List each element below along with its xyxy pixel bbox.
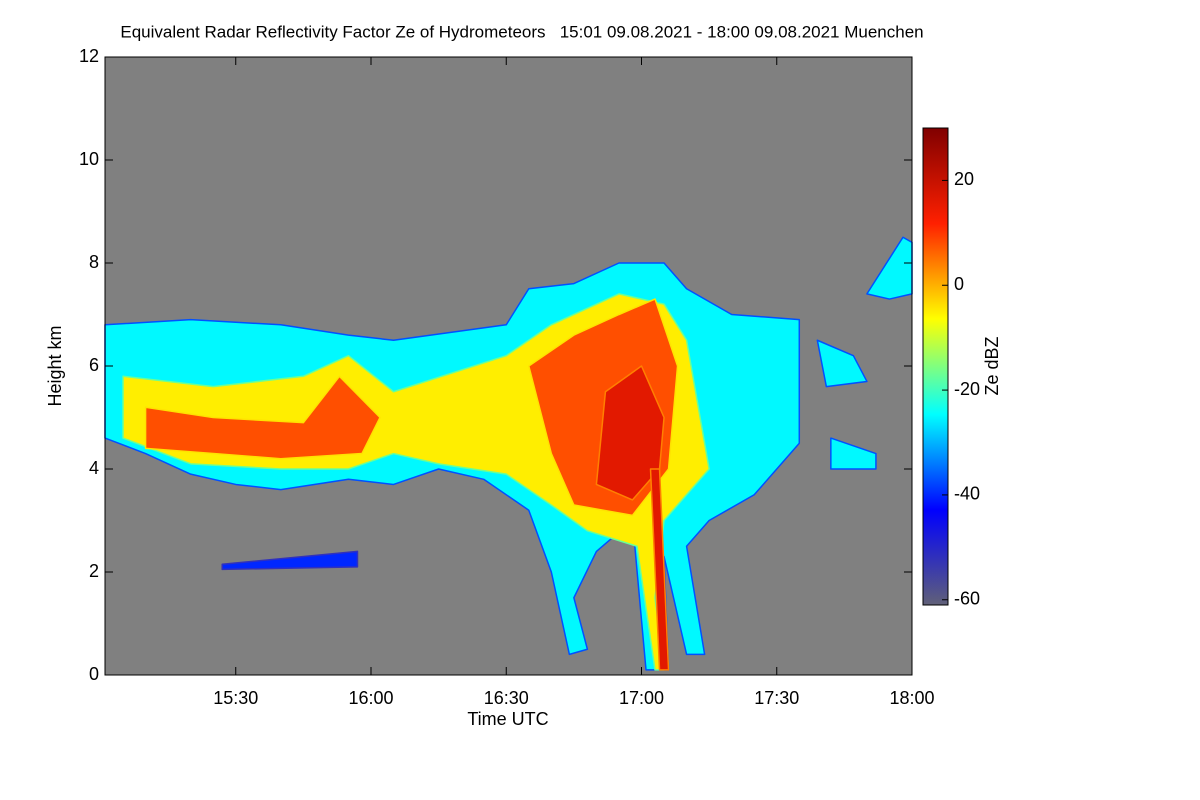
x-tick-label: 16:30: [484, 688, 529, 708]
x-tick-label: 15:30: [213, 688, 258, 708]
y-tick-label: 4: [89, 458, 99, 478]
x-tick-label: 17:30: [754, 688, 799, 708]
x-tick-label: 18:00: [889, 688, 934, 708]
x-tick-label: 17:00: [619, 688, 664, 708]
y-tick-label: 8: [89, 252, 99, 272]
x-tick-label: 16:00: [348, 688, 393, 708]
echo-region: [830, 437, 877, 470]
colorbar-tick-label: -40: [954, 484, 980, 504]
echo-region: [144, 375, 381, 460]
echo-region: [649, 468, 670, 671]
colorbar-label: Ze dBZ: [982, 336, 1002, 395]
echo-region: [221, 550, 359, 571]
y-tick-label: 10: [79, 149, 99, 169]
y-axis-label: Height km: [45, 325, 65, 406]
y-tick-label: 12: [79, 46, 99, 66]
colorbar-tick-label: -60: [954, 589, 980, 609]
chart-title: Equivalent Radar Reflectivity Factor Ze …: [120, 22, 923, 41]
colorbar-tick-label: 20: [954, 169, 974, 189]
colorbar-tick-label: -20: [954, 379, 980, 399]
colorbar: [922, 127, 949, 606]
echo-region: [816, 339, 868, 388]
colorbar-tick-label: 0: [954, 274, 964, 294]
y-tick-label: 0: [89, 664, 99, 684]
y-tick-label: 6: [89, 355, 99, 375]
y-tick-label: 2: [89, 561, 99, 581]
x-axis-label: Time UTC: [467, 709, 548, 729]
